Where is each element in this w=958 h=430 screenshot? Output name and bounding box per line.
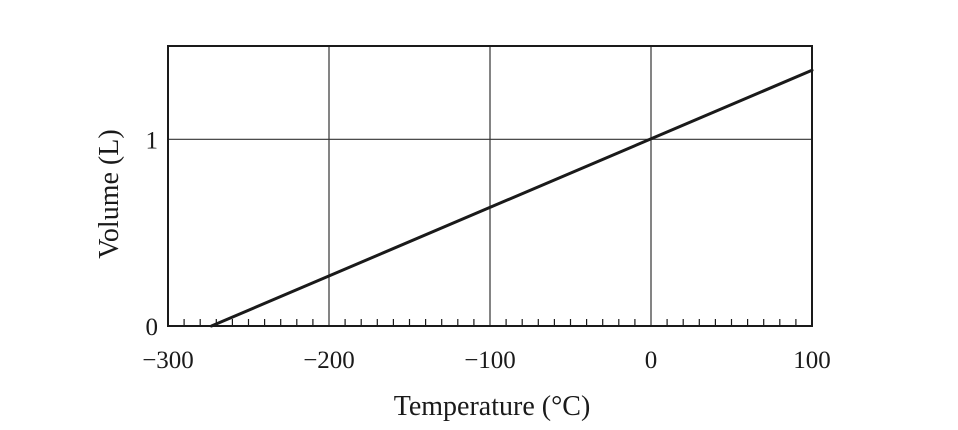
y-tick-label: 0 bbox=[146, 314, 159, 341]
series bbox=[209, 68, 814, 328]
y-tick-label: 1 bbox=[146, 127, 159, 154]
x-axis-title: Temperature (°C) bbox=[394, 391, 591, 422]
x-tick-label: −300 bbox=[142, 347, 194, 374]
series-line-0 bbox=[209, 68, 814, 328]
y-axis-tick-labels: 01 bbox=[146, 127, 159, 341]
plot-area-border bbox=[167, 45, 813, 327]
grid bbox=[168, 46, 812, 326]
y-axis-title: Volume (L) bbox=[94, 129, 125, 258]
x-tick-label: 100 bbox=[793, 347, 831, 374]
minor-ticks bbox=[183, 319, 797, 326]
x-axis-tick-labels: −300 −200 −100 0 100 bbox=[142, 347, 831, 374]
x-tick-label: −100 bbox=[464, 347, 516, 374]
x-tick-label: −200 bbox=[303, 347, 355, 374]
x-tick-label: 0 bbox=[645, 347, 658, 374]
